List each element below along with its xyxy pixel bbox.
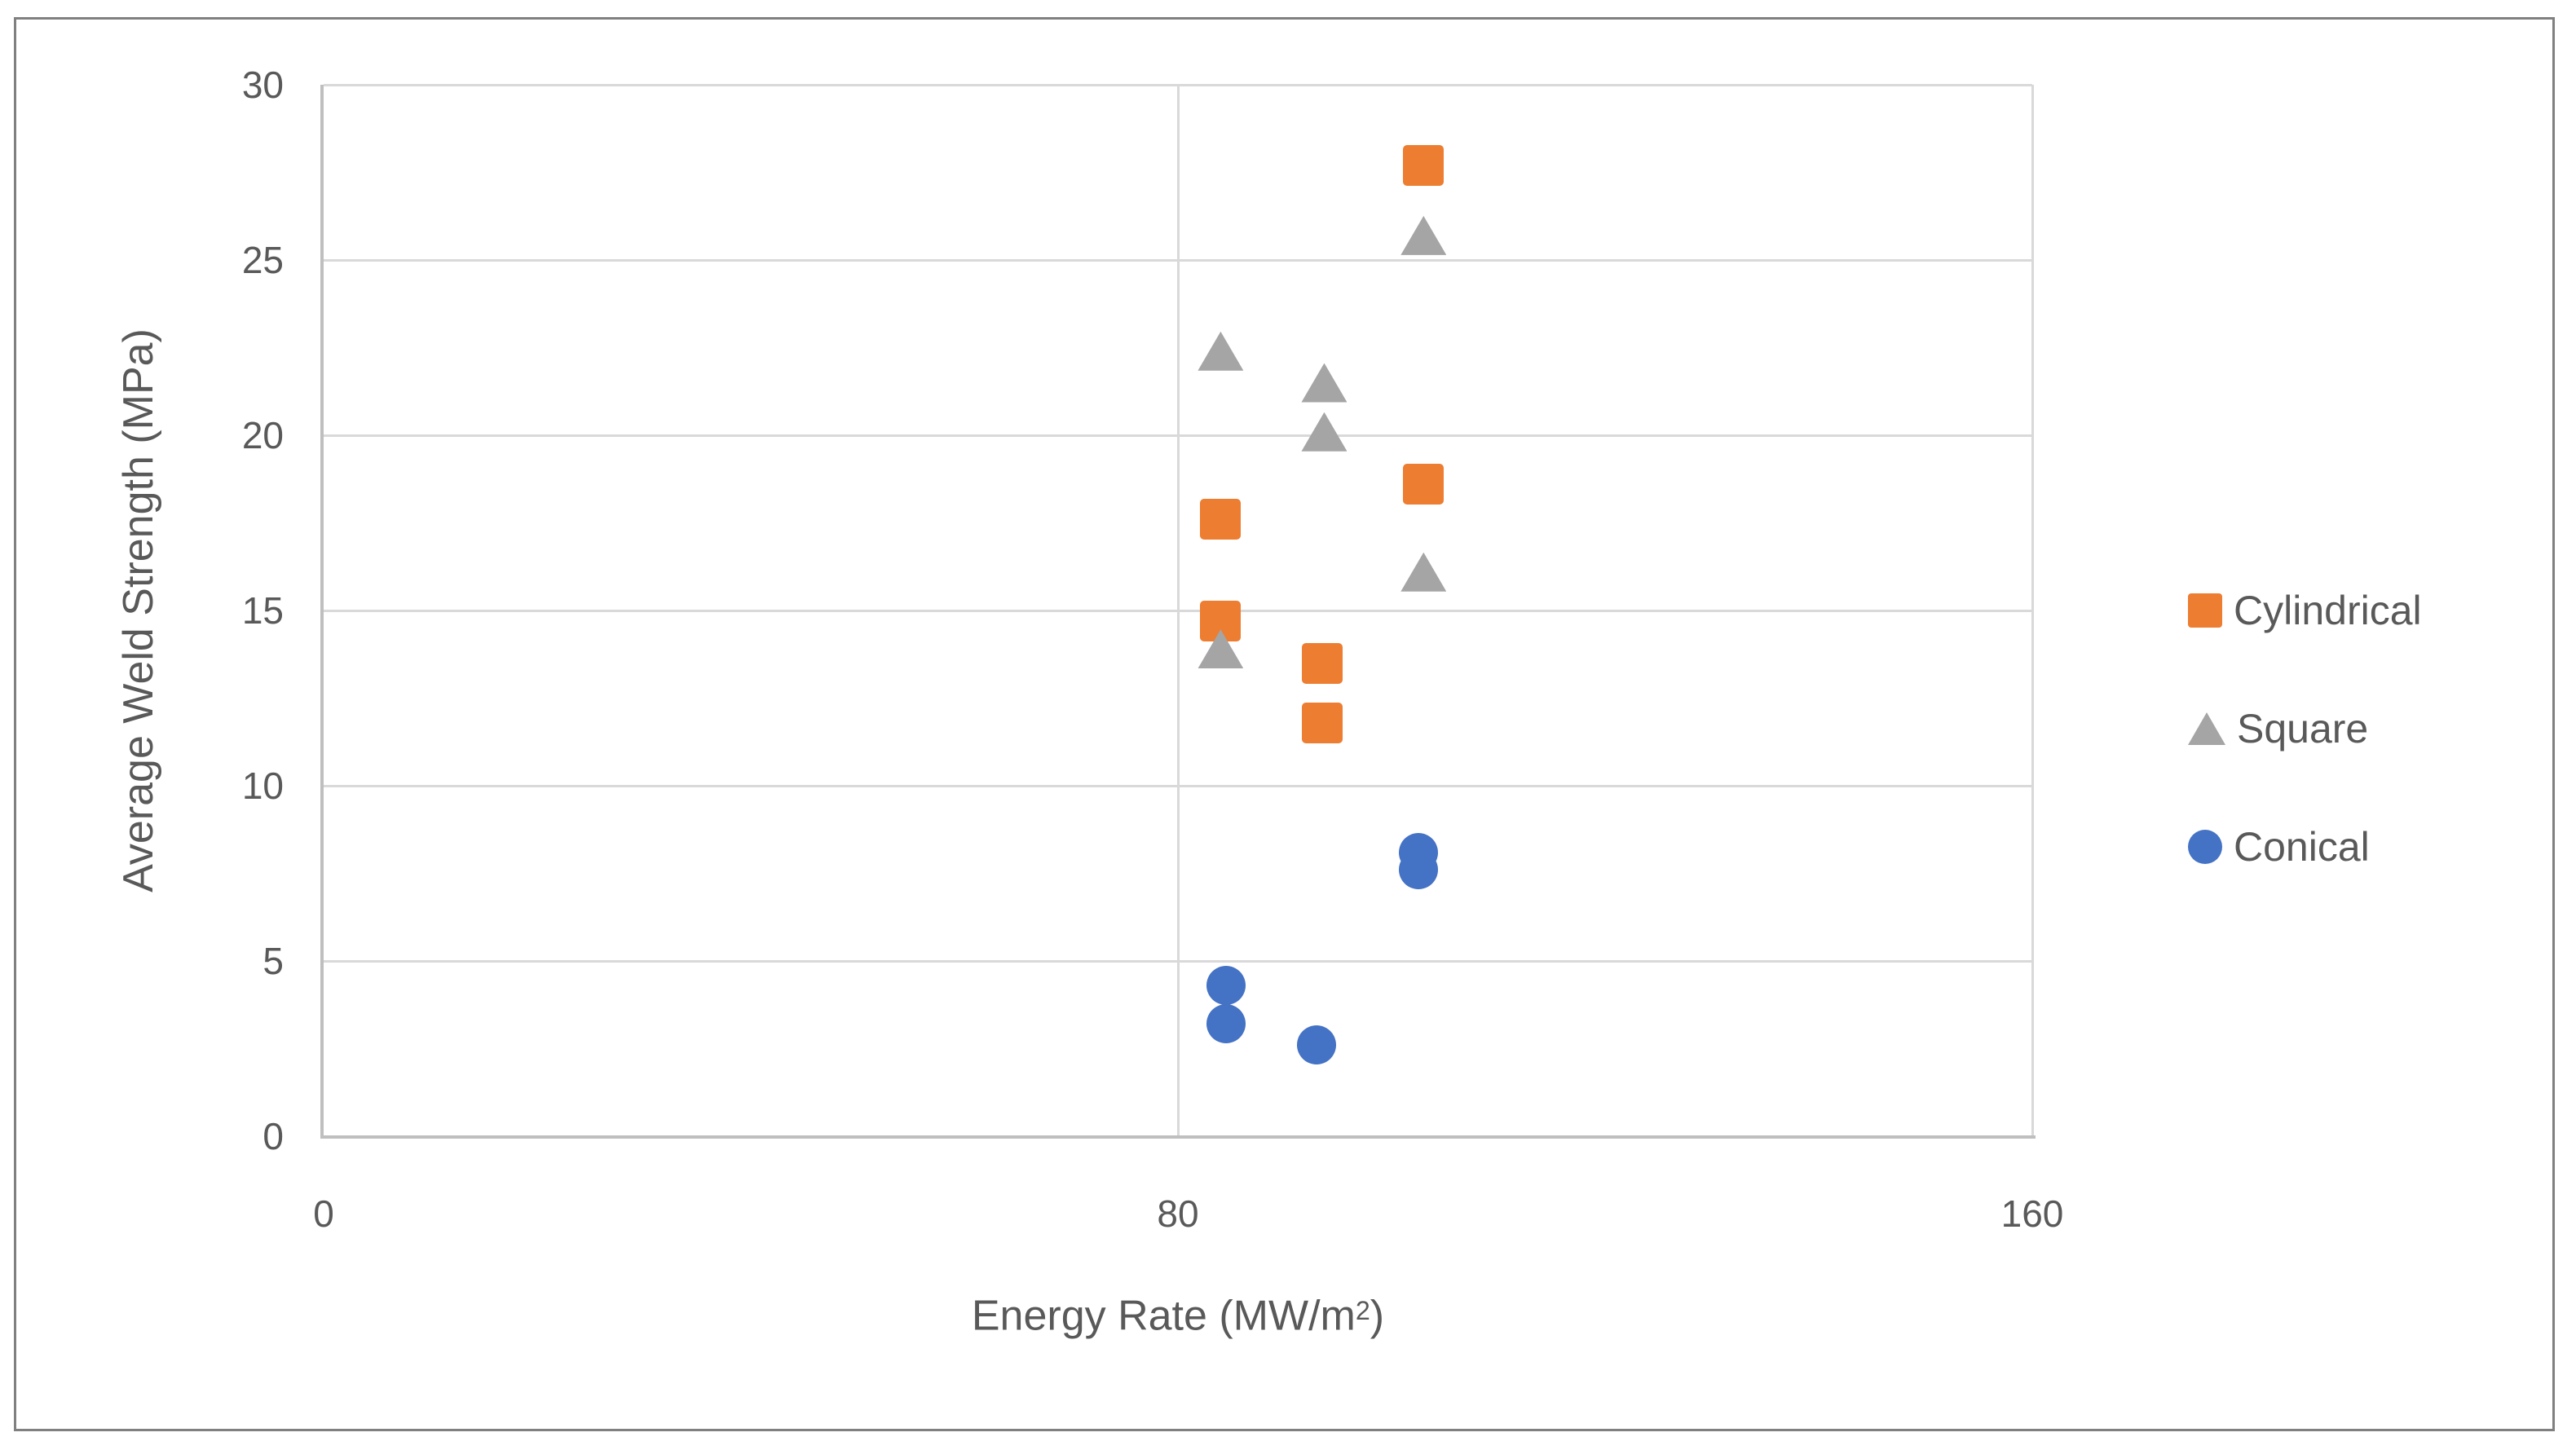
y-axis-title: Average Weld Strength (MPa) bbox=[115, 328, 162, 892]
x-axis-line bbox=[320, 1135, 2036, 1139]
legend-label-square: Square bbox=[2237, 706, 2369, 751]
legend-label-conical: Conical bbox=[2234, 824, 2370, 870]
x-axis-title-text: Energy Rate (MW/m bbox=[971, 1292, 1356, 1340]
data-point-conical-3 bbox=[1297, 1025, 1337, 1065]
legend-circle-icon bbox=[2188, 830, 2222, 864]
data-point-cylindrical-2 bbox=[1403, 464, 1445, 505]
x-axis-title-superscript: 2 bbox=[1355, 1296, 1370, 1325]
legend-square-icon bbox=[2188, 593, 2222, 628]
y-tick-label-10: 10 bbox=[241, 765, 284, 807]
legend-triangle-icon bbox=[2188, 712, 2225, 745]
y-tick-label-15: 15 bbox=[241, 589, 284, 632]
y-tick-label-0: 0 bbox=[262, 1115, 284, 1157]
legend-item-conical: Conical bbox=[2188, 821, 2370, 873]
data-point-conical-1 bbox=[1206, 966, 1246, 1006]
figure-border bbox=[14, 17, 2555, 1431]
x-tick-label-80: 80 bbox=[1157, 1192, 1199, 1235]
data-point-cylindrical-5 bbox=[1301, 642, 1343, 684]
data-point-conical-2 bbox=[1206, 1004, 1246, 1044]
x-tick-label-0: 0 bbox=[313, 1192, 334, 1235]
legend-item-square: Square bbox=[2188, 703, 2368, 755]
y-axis-line bbox=[320, 85, 324, 1138]
x-axis-title-close: ) bbox=[1370, 1292, 1385, 1340]
y-tick-label-20: 20 bbox=[241, 414, 284, 456]
x-axis-title: Energy Rate (MW/m2) bbox=[972, 1285, 1384, 1341]
legend-label-cylindrical: Cylindrical bbox=[2234, 588, 2422, 633]
data-point-cylindrical-3 bbox=[1200, 499, 1242, 540]
v-gridline-160 bbox=[2031, 85, 2034, 1136]
y-tick-label-5: 5 bbox=[262, 940, 284, 982]
y-tick-label-25: 25 bbox=[241, 239, 284, 281]
legend-item-cylindrical: Cylindrical bbox=[2188, 584, 2422, 637]
data-point-cylindrical-1 bbox=[1403, 144, 1445, 186]
data-point-cylindrical-6 bbox=[1301, 702, 1343, 743]
x-tick-label-160: 160 bbox=[2000, 1192, 2064, 1235]
data-point-conical-5 bbox=[1398, 850, 1438, 890]
y-tick-label-30: 30 bbox=[241, 64, 284, 106]
v-gridline-80 bbox=[1176, 85, 1180, 1136]
